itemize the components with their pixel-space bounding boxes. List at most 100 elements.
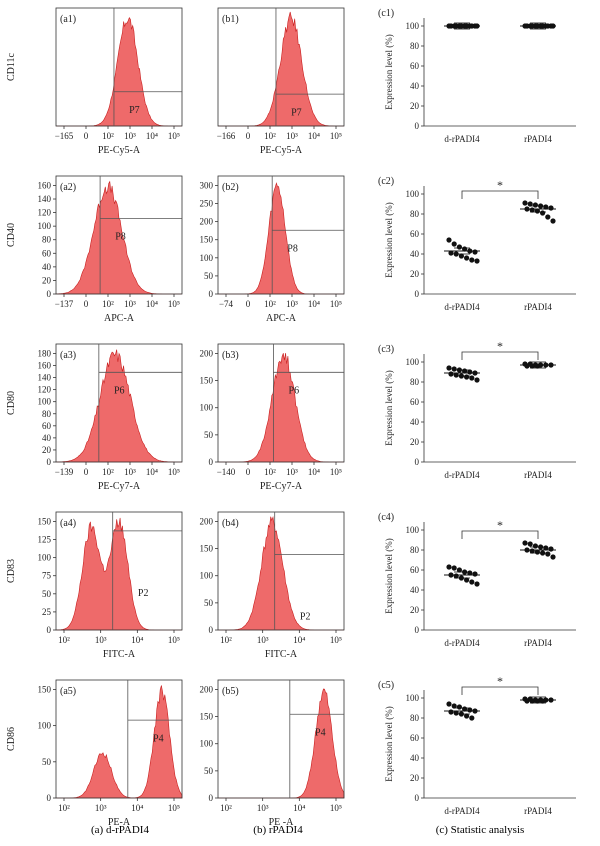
y-tick-label: 50 [204,271,214,281]
x-tick-label: −74 [219,299,234,309]
gate-label: P8 [287,244,298,255]
y-tick-label: 25 [42,607,52,617]
panel-label: (c4) [378,512,394,523]
y-tick-label: 0 [415,625,420,635]
x-tick-label: d-rPADI4 [444,134,480,144]
significance-star: * [497,674,503,688]
y-tick-label: 0 [47,793,52,803]
x-tick-label: d-rPADI4 [444,302,480,312]
gate-label: P7 [291,107,302,118]
data-point [456,704,462,710]
x-tick-label: −139 [55,467,74,477]
x-tick-label: rPADI4 [524,470,552,480]
x-tick-label: rPADI4 [524,302,552,312]
y-tick-label: 200 [200,684,214,694]
x-tick-label: 10⁴ [146,299,158,309]
x-tick-label: 10⁴ [131,635,143,645]
significance-bracket [461,530,539,539]
gate-label: P7 [129,105,140,116]
data-point [469,579,475,585]
y-tick-label: 100 [406,21,420,31]
y-tick-label: 0 [415,121,420,131]
y-tick-label: 50 [42,757,52,767]
plot-frame [55,7,183,127]
x-tick-label: d-rPADI4 [444,470,480,480]
data-point [474,377,480,383]
plot-frame [55,343,183,463]
y-tick-label: 80 [42,235,52,245]
y-tick-label: 80 [410,209,420,219]
data-point [532,202,539,208]
y-tick-label: 150 [38,516,52,526]
histogram-fill [218,353,344,463]
data-point [446,701,452,707]
y-tick-label: 20 [410,437,420,447]
y-axis-label: CD83 [6,559,17,583]
data-point [524,363,530,369]
y-tick-label: 80 [410,41,420,51]
x-tick-label: 10⁵ [168,635,180,645]
data-point [464,577,470,583]
data-point [548,546,554,552]
x-tick-label: 10³ [286,467,298,477]
x-tick-label: 10³ [257,803,269,813]
y-axis-label: CD40 [6,223,17,247]
y-tick-label: 40 [42,262,52,272]
data-point [451,366,457,372]
x-tick-label: 10⁵ [330,299,342,309]
data-point [458,253,464,259]
data-point [524,698,530,704]
y-tick-label: 80 [410,713,420,723]
y-tick-label: 120 [38,208,52,218]
data-point [448,371,454,377]
y-tick-label: 100 [406,189,420,199]
y-tick-label: 50 [204,766,214,776]
x-tick-label: d-rPADI4 [444,806,480,816]
plot-frame [55,511,183,631]
data-point [469,257,475,263]
y-tick-label: 20 [410,101,420,111]
y-axis-label: CD80 [6,391,17,415]
y-tick-label: 0 [415,793,420,803]
gate-label: P4 [153,733,164,744]
data-point [472,571,478,577]
panel-label: (c5) [378,680,394,691]
y-tick-label: 60 [410,733,420,743]
significance-bracket [461,351,539,360]
data-point [448,250,454,256]
x-tick-label: 10³ [124,299,136,309]
y-tick-label: 60 [42,421,52,431]
histogram-fill [55,349,182,463]
x-tick-label: 10³ [257,635,269,645]
x-tick-label: d-rPADI4 [444,638,480,648]
y-tick-label: 160 [38,180,52,190]
gate-label: P2 [138,588,149,599]
y-tick-label: 100 [38,553,52,563]
panel-label: (b2) [222,182,239,193]
y-tick-label: 0 [47,289,52,299]
data-point [464,255,470,261]
x-tick-label: 10² [220,803,232,813]
x-tick-label: 10⁵ [330,635,342,645]
x-axis-label: PE-Cy7-A [260,481,303,492]
x-axis-label: PE-Cy5-A [98,145,141,156]
histogram-fill [218,11,344,127]
data-point [451,241,457,247]
x-tick-label: 0 [84,299,89,309]
x-tick-label: 10² [264,131,276,141]
y-tick-label: 100 [38,221,52,231]
y-tick-label: 100 [200,253,214,263]
plot-frame [217,7,345,127]
significance-star: * [497,339,503,353]
x-tick-label: 10³ [124,467,136,477]
y-tick-label: 120 [38,385,52,395]
x-tick-label: 10⁴ [146,467,158,477]
x-tick-label: 10⁴ [293,635,305,645]
y-tick-label: 0 [47,457,52,467]
y-tick-label: 180 [38,348,52,358]
data-point [451,565,457,571]
y-tick-label: 150 [200,235,214,245]
y-tick-label: 20 [410,269,420,279]
data-point [548,205,554,211]
